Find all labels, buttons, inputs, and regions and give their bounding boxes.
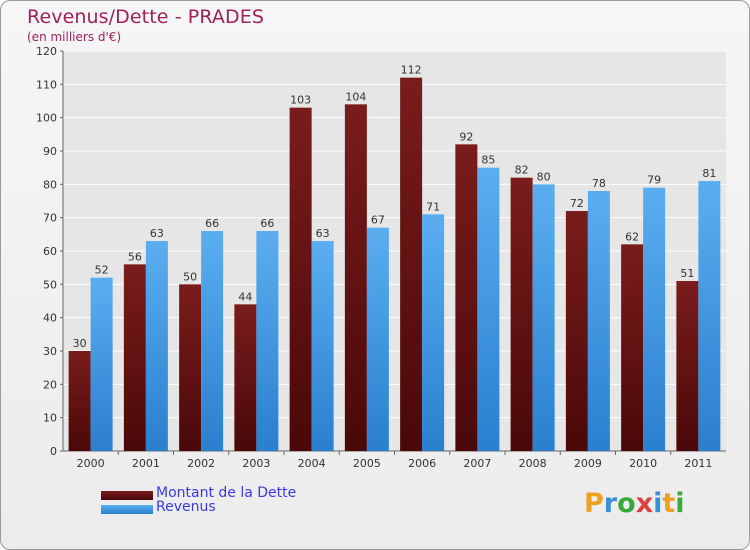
logo-letter: o (617, 488, 636, 519)
logo-letter: P (584, 488, 604, 519)
chart-subtitle: (en milliers d'€) (27, 30, 122, 44)
bar-revenus (201, 231, 224, 451)
y-tick-label: 40 (43, 312, 57, 325)
data-label-dette: 112 (401, 64, 422, 77)
data-label-revenus: 63 (316, 227, 330, 240)
x-tick-label: 2005 (353, 457, 381, 470)
bar-dette (123, 264, 146, 451)
legend-swatch-dette (101, 491, 153, 500)
y-tick-label: 70 (43, 212, 57, 225)
bar-dette (344, 104, 367, 451)
x-tick-label: 2003 (242, 457, 270, 470)
x-tick-label: 2001 (132, 457, 160, 470)
chart-title: Revenus/Dette - PRADES (27, 6, 264, 28)
logo-letter: t (662, 488, 676, 519)
bar-chart: 0 10 20 30 40 50 60 70 80 90 100 110 120 30 52 2000 56 63… (36, 45, 726, 470)
data-label-revenus: 52 (95, 264, 109, 277)
x-tick-label: 2008 (519, 457, 547, 470)
logo-letter: i (675, 488, 685, 519)
bar-revenus (90, 277, 113, 451)
bar-revenus (256, 231, 279, 451)
bar-dette (565, 211, 588, 451)
data-label-dette: 30 (73, 337, 87, 350)
bar-dette (510, 177, 533, 451)
data-label-dette: 50 (183, 270, 197, 283)
y-tick-label: 50 (43, 278, 57, 291)
data-label-revenus: 66 (260, 217, 274, 230)
legend-swatch-revenus (101, 505, 153, 514)
data-label-dette: 82 (515, 164, 529, 177)
x-tick-label: 2010 (629, 457, 657, 470)
data-label-dette: 51 (680, 267, 694, 280)
legend-label-dette: Montant de la Dette (156, 485, 297, 501)
y-tick-label: 90 (43, 145, 57, 158)
data-label-dette: 103 (290, 94, 311, 107)
bar-dette (455, 144, 478, 452)
data-label-revenus: 66 (205, 217, 219, 230)
y-tick-label: 30 (43, 345, 57, 358)
x-tick-label: 2011 (684, 457, 712, 470)
y-tick-label: 20 (43, 378, 57, 391)
data-label-revenus: 85 (481, 154, 495, 167)
y-tick-label: 10 (43, 412, 57, 425)
bar-dette (621, 244, 644, 451)
data-label-revenus: 78 (592, 177, 606, 190)
data-label-dette: 56 (128, 250, 142, 263)
bar-revenus (532, 184, 555, 452)
y-tick-label: 0 (50, 445, 57, 458)
logo-letter: i (653, 488, 663, 519)
y-tick-label: 60 (43, 245, 57, 258)
data-label-dette: 104 (345, 90, 366, 103)
data-label-dette: 72 (570, 197, 584, 210)
bar-dette (676, 281, 699, 451)
data-label-revenus: 71 (426, 200, 440, 213)
bar-dette (179, 284, 202, 451)
data-label-dette: 62 (625, 230, 639, 243)
x-tick-label: 2009 (574, 457, 602, 470)
data-label-dette: 92 (459, 130, 473, 143)
logo-letter: r (603, 488, 618, 519)
bar-dette (68, 351, 91, 451)
x-tick-label: 2000 (77, 457, 105, 470)
data-label-revenus: 67 (371, 214, 385, 227)
bar-dette (289, 107, 312, 452)
bar-revenus (643, 187, 666, 451)
y-tick-label: 110 (36, 78, 57, 91)
bar-revenus (698, 181, 721, 451)
bar-dette (400, 77, 423, 452)
x-tick-label: 2004 (298, 457, 326, 470)
x-tick-label: 2006 (408, 457, 436, 470)
x-tick-label: 2002 (187, 457, 215, 470)
bar-revenus (587, 191, 610, 451)
data-label-revenus: 63 (150, 227, 164, 240)
data-label-revenus: 80 (537, 170, 551, 183)
proxiti-logo: Proxiti (584, 488, 685, 519)
bar-revenus (422, 214, 445, 451)
data-label-dette: 44 (238, 290, 252, 303)
bar-revenus (477, 167, 500, 451)
bar-revenus (366, 227, 389, 451)
legend-label-revenus: Revenus (156, 499, 216, 515)
bar-dette (234, 304, 257, 451)
y-tick-label: 120 (36, 45, 57, 58)
bar-revenus (311, 241, 334, 451)
data-label-revenus: 79 (647, 174, 661, 187)
y-tick-label: 100 (36, 112, 57, 125)
y-tick-label: 80 (43, 178, 57, 191)
data-label-revenus: 81 (702, 167, 716, 180)
x-tick-label: 2007 (463, 457, 491, 470)
bar-revenus (145, 241, 168, 451)
logo-letter: x (635, 488, 654, 519)
